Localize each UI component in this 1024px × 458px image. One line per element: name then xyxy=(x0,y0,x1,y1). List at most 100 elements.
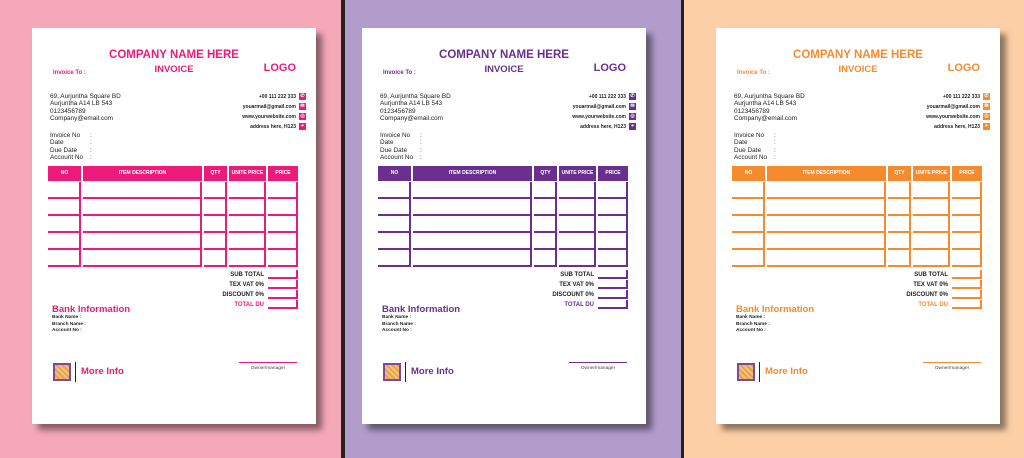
table-cell[interactable] xyxy=(732,199,765,216)
table-cell[interactable] xyxy=(598,199,628,216)
table-cell[interactable] xyxy=(83,216,202,233)
table-cell[interactable] xyxy=(767,233,886,250)
table-cell[interactable] xyxy=(83,250,202,267)
meta-row: Account No: xyxy=(380,154,422,161)
table-cell[interactable] xyxy=(913,233,950,250)
table-cell[interactable] xyxy=(767,182,886,199)
table-cell[interactable] xyxy=(48,216,81,233)
column-header: ITEM DESCRIPTION xyxy=(767,166,886,181)
total-value-box[interactable] xyxy=(952,290,982,299)
total-value-box[interactable] xyxy=(952,270,982,279)
table-cell[interactable] xyxy=(378,250,411,267)
table-cell[interactable] xyxy=(413,199,532,216)
table-cell[interactable] xyxy=(204,182,227,199)
table-cell[interactable] xyxy=(598,233,628,250)
table-cell[interactable] xyxy=(598,182,628,199)
total-value-box[interactable] xyxy=(952,280,982,289)
table-cell[interactable] xyxy=(559,250,596,267)
table-cell[interactable] xyxy=(83,199,202,216)
total-value-box[interactable] xyxy=(268,290,298,299)
table-cell[interactable] xyxy=(888,250,911,267)
total-value-box[interactable] xyxy=(598,280,628,289)
table-cell[interactable] xyxy=(952,233,982,250)
table-cell[interactable] xyxy=(48,233,81,250)
table-cell[interactable] xyxy=(767,216,886,233)
table-cell[interactable] xyxy=(952,182,982,199)
table-cell[interactable] xyxy=(888,233,911,250)
total-value-box[interactable] xyxy=(268,280,298,289)
table-cell[interactable] xyxy=(268,250,298,267)
table-cell[interactable] xyxy=(204,250,227,267)
table-cell[interactable] xyxy=(229,216,266,233)
total-value-box[interactable] xyxy=(598,300,628,309)
table-cell[interactable] xyxy=(767,250,886,267)
table-cell[interactable] xyxy=(534,199,557,216)
table-cell[interactable] xyxy=(268,182,298,199)
meta-sep: : xyxy=(90,132,92,139)
table-cell[interactable] xyxy=(559,199,596,216)
address-line: 69, Aurjuntha Square BD xyxy=(50,93,121,100)
table-cell[interactable] xyxy=(913,182,950,199)
table-cell[interactable] xyxy=(534,250,557,267)
table-cell[interactable] xyxy=(268,199,298,216)
table-cell[interactable] xyxy=(732,182,765,199)
table-cell[interactable] xyxy=(598,250,628,267)
table-cell[interactable] xyxy=(559,233,596,250)
column-header: QTY xyxy=(534,166,557,181)
table-cell[interactable] xyxy=(83,233,202,250)
table-cell[interactable] xyxy=(732,216,765,233)
table-cell[interactable] xyxy=(767,199,886,216)
table-cell[interactable] xyxy=(913,216,950,233)
table-cell[interactable] xyxy=(952,250,982,267)
table-cell[interactable] xyxy=(83,182,202,199)
table-cell[interactable] xyxy=(229,233,266,250)
total-value-box[interactable] xyxy=(598,290,628,299)
table-cell[interactable] xyxy=(413,182,532,199)
table-cell[interactable] xyxy=(913,199,950,216)
table-cell[interactable] xyxy=(378,233,411,250)
table-cell[interactable] xyxy=(268,233,298,250)
table-cell[interactable] xyxy=(413,233,532,250)
company-address: 69, Aurjuntha Square BD Aurjuntha A14 LB … xyxy=(734,93,805,123)
table-cell[interactable] xyxy=(732,233,765,250)
total-value-box[interactable] xyxy=(268,270,298,279)
table-cell[interactable] xyxy=(204,233,227,250)
total-value-box[interactable] xyxy=(598,270,628,279)
table-cell[interactable] xyxy=(268,216,298,233)
table-cell[interactable] xyxy=(888,182,911,199)
table-cell[interactable] xyxy=(378,199,411,216)
table-cell[interactable] xyxy=(559,216,596,233)
table-cell[interactable] xyxy=(598,216,628,233)
table-cell[interactable] xyxy=(534,182,557,199)
table-cell[interactable] xyxy=(888,216,911,233)
table-cell[interactable] xyxy=(229,182,266,199)
table-cell[interactable] xyxy=(229,199,266,216)
table-cell[interactable] xyxy=(378,182,411,199)
table-cell[interactable] xyxy=(534,216,557,233)
table-cell[interactable] xyxy=(48,199,81,216)
invoice-title: INVOICE xyxy=(154,64,194,75)
meta-sep: : xyxy=(420,139,422,147)
table-cell[interactable] xyxy=(534,233,557,250)
table-cell[interactable] xyxy=(732,250,765,267)
table-cell[interactable] xyxy=(48,182,81,199)
table-cell[interactable] xyxy=(888,199,911,216)
signature-line xyxy=(569,362,627,363)
table-cell[interactable] xyxy=(413,250,532,267)
bank-field: Account No : xyxy=(382,328,412,333)
table-cell[interactable] xyxy=(952,199,982,216)
total-value-box[interactable] xyxy=(268,300,298,309)
table-cell[interactable] xyxy=(48,250,81,267)
table-cell[interactable] xyxy=(952,216,982,233)
table-cell[interactable] xyxy=(559,182,596,199)
signature-label: Owner/manager xyxy=(250,366,286,371)
contact-text: +00 111 222 333 xyxy=(258,94,296,100)
total-value-box[interactable] xyxy=(952,300,982,309)
table-cell[interactable] xyxy=(913,250,950,267)
table-cell[interactable] xyxy=(229,250,266,267)
table-cell[interactable] xyxy=(204,199,227,216)
contact-list: +00 111 222 333 ✆ youarmail@gmail.com ✉ www.… xyxy=(926,92,990,132)
table-cell[interactable] xyxy=(413,216,532,233)
table-cell[interactable] xyxy=(378,216,411,233)
table-cell[interactable] xyxy=(204,216,227,233)
